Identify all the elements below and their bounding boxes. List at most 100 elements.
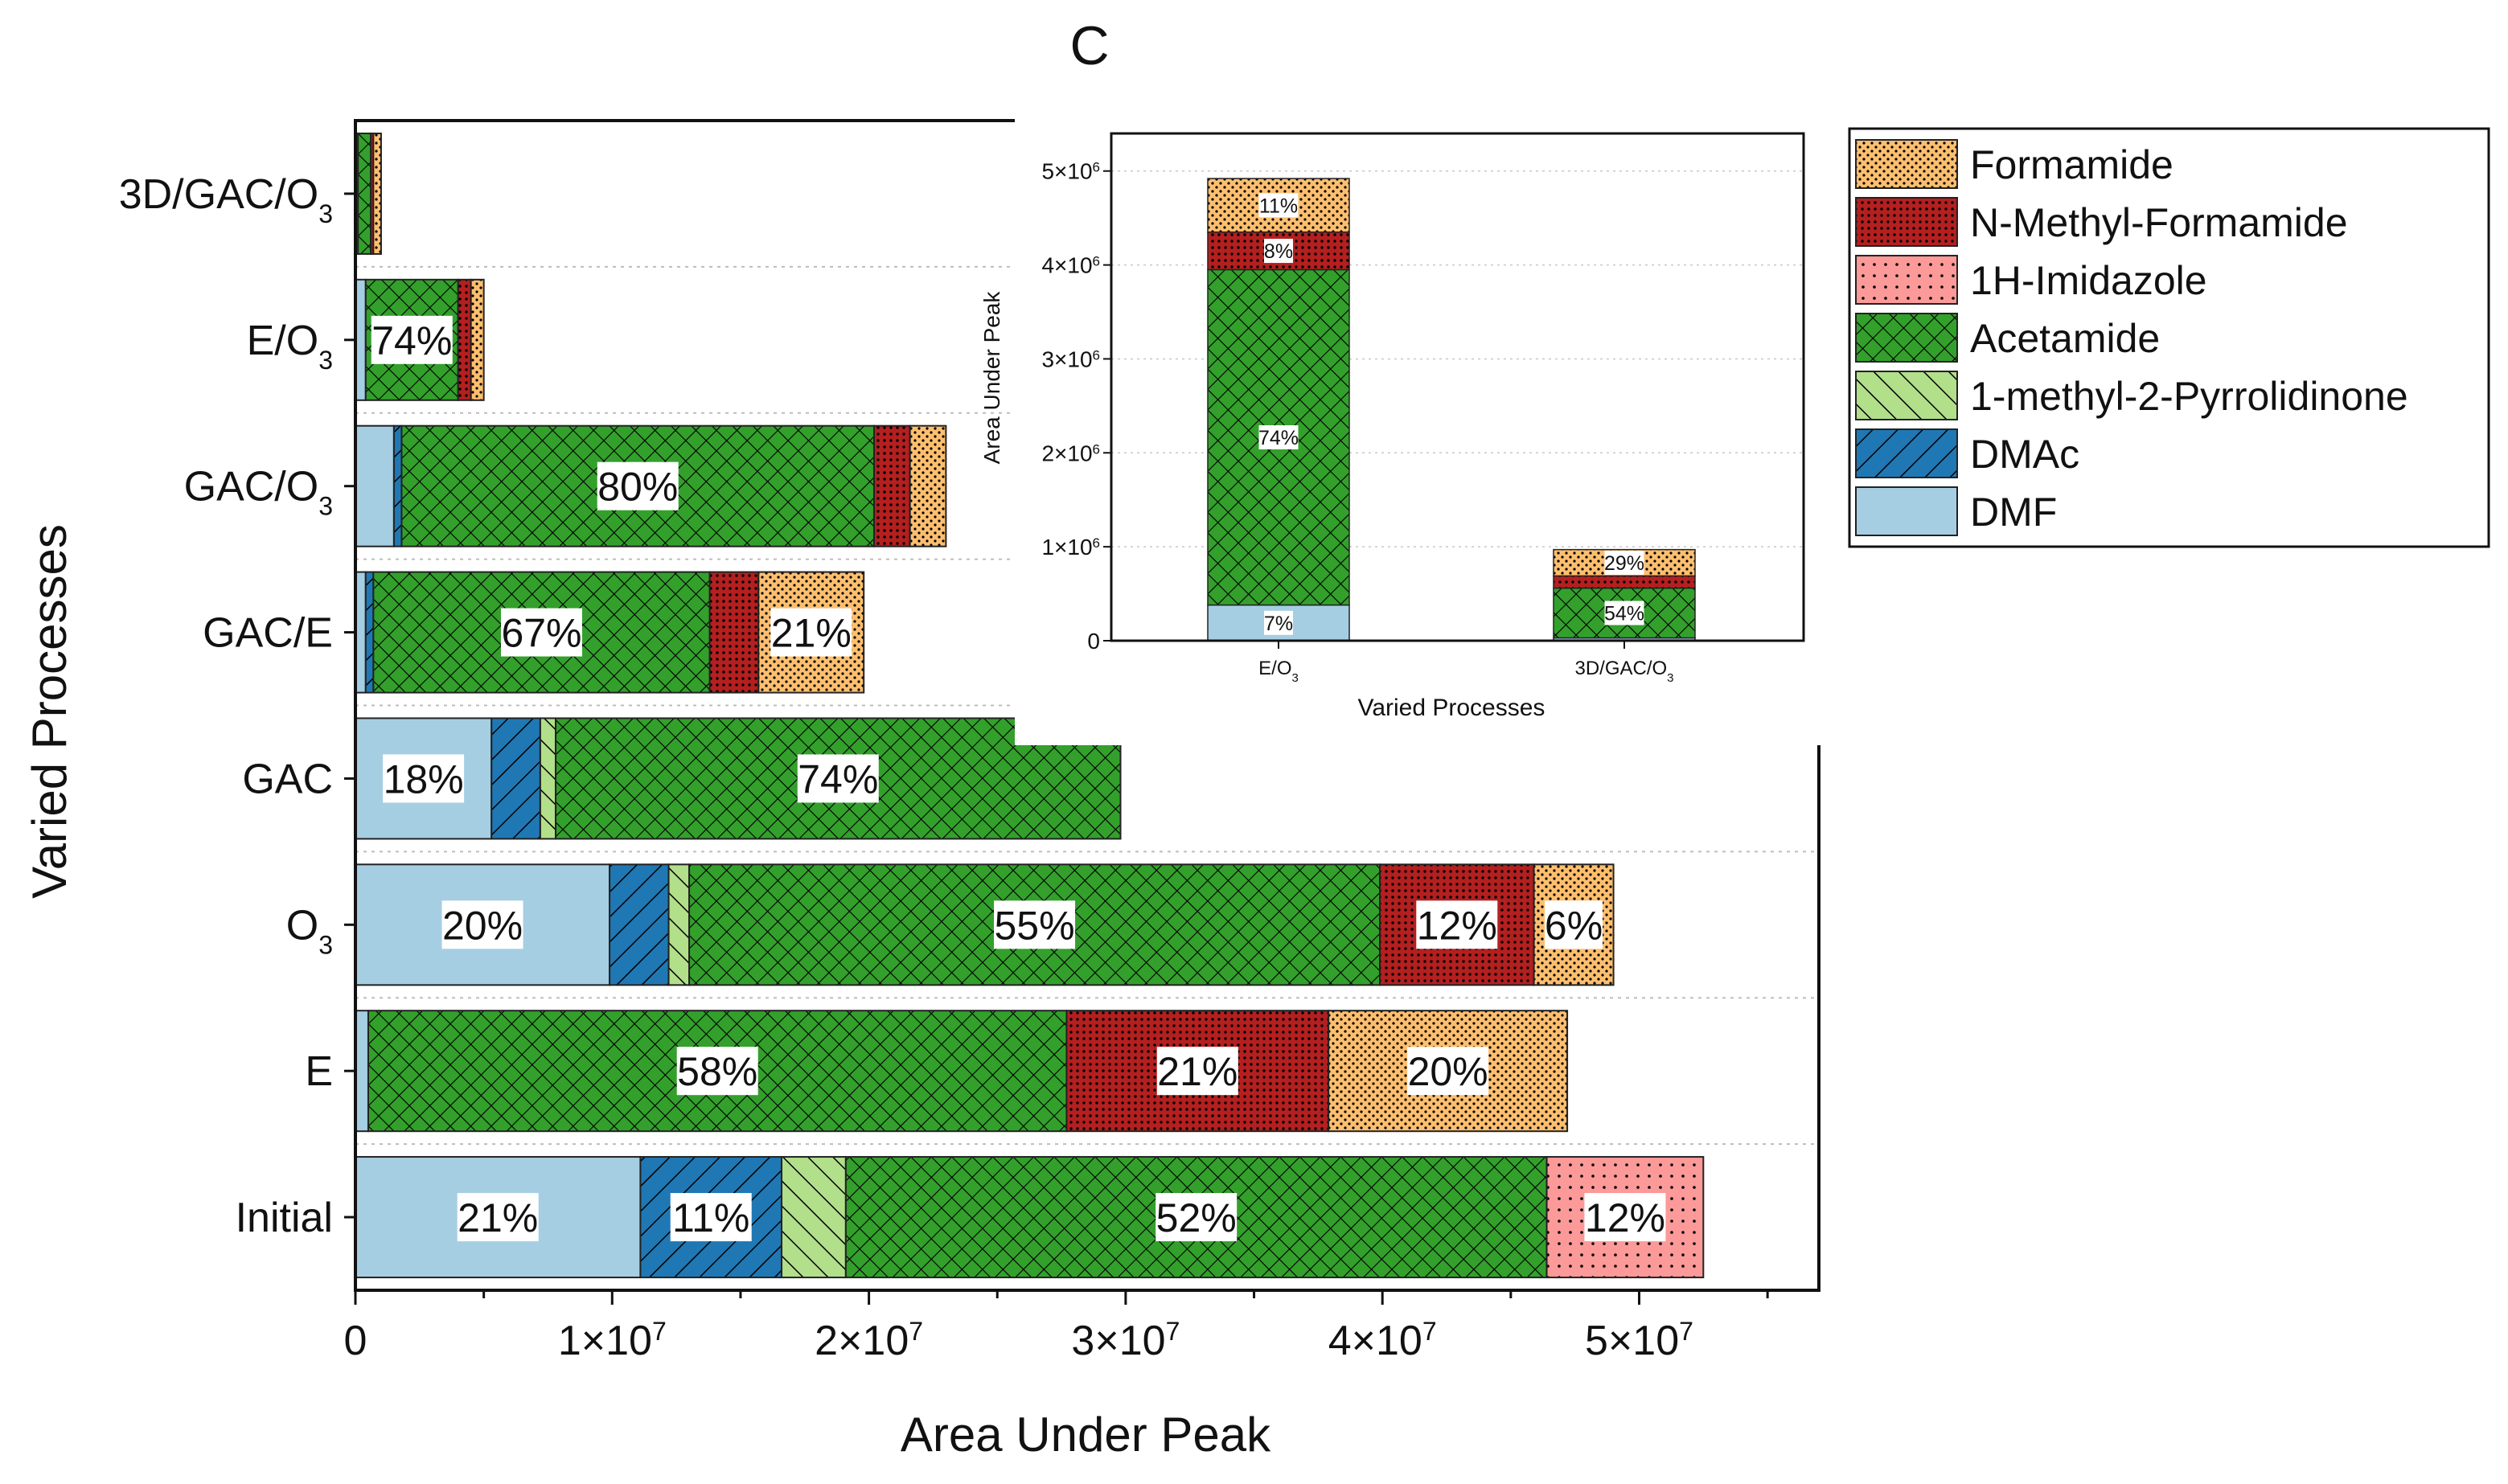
x-tick-label: 3×107 bbox=[1071, 1317, 1180, 1364]
data-label-bg bbox=[371, 315, 453, 364]
data-label: 74% bbox=[371, 318, 452, 363]
legend-entry-formamide: Formamide bbox=[1855, 139, 2173, 189]
data-label: 20% bbox=[442, 903, 523, 948]
bar-dmac-3 bbox=[491, 717, 541, 840]
data-label: 12% bbox=[1417, 903, 1497, 948]
inset-x-tick-label: E/O3 bbox=[1258, 658, 1299, 685]
data-label: 58% bbox=[677, 1049, 757, 1094]
legend-entry-1h-imidazole: 1H-Imidazole bbox=[1855, 255, 2207, 305]
inset-x-tick-label: 3D/GAC/O3 bbox=[1574, 658, 1673, 685]
bar-formamide-6 bbox=[470, 278, 485, 401]
bar-dmac-4 bbox=[364, 571, 375, 694]
data-label-bg bbox=[1584, 1193, 1666, 1242]
inset-y-tick-label: 5×106 bbox=[1041, 159, 1100, 184]
data-label: 21% bbox=[458, 1195, 538, 1240]
legend-label: DMAc bbox=[1970, 432, 2079, 477]
legend-entry-dmf: DMF bbox=[1855, 486, 2057, 536]
legend-label: Formamide bbox=[1970, 142, 2173, 187]
y-axis-label: Varied Processes bbox=[23, 524, 76, 899]
data-label-bg bbox=[441, 900, 523, 949]
inset-data-label-bg bbox=[1604, 551, 1644, 576]
bar-acetamide-7 bbox=[357, 132, 372, 255]
legend-entry-1-methyl-2-pyrrolidinone: 1-methyl-2-Pyrrolidinone bbox=[1855, 371, 2408, 420]
inset-data-label: 29% bbox=[1604, 552, 1644, 575]
data-label: 74% bbox=[798, 756, 878, 801]
y-tick-label: O3 bbox=[286, 902, 333, 959]
bar-1-methyl-2-pyrrolidinone-3 bbox=[539, 717, 557, 840]
x-axis-label: Area Under Peak bbox=[901, 1408, 1271, 1461]
inset-data-label: 7% bbox=[1264, 613, 1293, 635]
legend-label: Acetamide bbox=[1970, 316, 2160, 361]
inset-y-tick-label: 4×106 bbox=[1041, 253, 1100, 278]
bar-acetamide-2 bbox=[688, 863, 1381, 986]
bar-dmf-5 bbox=[355, 424, 395, 547]
data-label-bg bbox=[994, 900, 1076, 949]
inset-bar-n-methyl-formamide-1 bbox=[1553, 575, 1696, 589]
bar-n-methyl-formamide-4 bbox=[708, 571, 760, 694]
data-label-bg bbox=[457, 1193, 539, 1242]
bar-dmf-1 bbox=[355, 1010, 369, 1133]
x-tick-label: 4×107 bbox=[1328, 1317, 1437, 1364]
legend-label: 1-methyl-2-Pyrrolidinone bbox=[1970, 374, 2408, 419]
x-tick-label: 5×107 bbox=[1585, 1317, 1693, 1364]
data-label: 12% bbox=[1585, 1195, 1665, 1240]
y-tick-label: E bbox=[305, 1048, 333, 1095]
x-tick-label: 2×107 bbox=[815, 1317, 923, 1364]
inset-y-axis-label: Area Under Peak bbox=[979, 291, 1004, 465]
bar-acetamide-4 bbox=[372, 571, 711, 694]
legend-label: DMF bbox=[1970, 490, 2057, 535]
data-label-bg bbox=[676, 1047, 758, 1096]
data-label: 21% bbox=[1157, 1049, 1238, 1094]
legend-swatch bbox=[1856, 487, 1957, 535]
data-label-bg bbox=[383, 754, 465, 803]
data-label-bg bbox=[797, 754, 879, 803]
data-label-bg bbox=[1416, 900, 1498, 949]
x-tick-label: 0 bbox=[344, 1318, 367, 1364]
inset-frame bbox=[1110, 132, 1805, 642]
inset-data-label-bg bbox=[1604, 601, 1644, 625]
inset-data-label: 11% bbox=[1259, 195, 1298, 217]
y-tick-label: 3D/GAC/O3 bbox=[119, 171, 333, 228]
data-label: 11% bbox=[672, 1195, 749, 1240]
inset-y-tick-label: 0 bbox=[1087, 629, 1100, 654]
data-label-bg bbox=[597, 461, 679, 510]
bar-n-methyl-formamide-5 bbox=[872, 424, 911, 547]
legend: Formamide N-Methyl-Formamide 1H-Imidazole A… bbox=[1848, 127, 2490, 548]
inset-background bbox=[1015, 117, 1828, 745]
inset-data-label: 54% bbox=[1604, 603, 1644, 625]
y-tick-label: E/O3 bbox=[247, 318, 333, 375]
data-label-bg bbox=[770, 608, 852, 657]
inset-data-label-bg bbox=[1264, 239, 1293, 264]
legend-label: 1H-Imidazole bbox=[1970, 258, 2207, 303]
x-tick-label: 1×107 bbox=[558, 1317, 667, 1364]
bar-acetamide-3 bbox=[555, 717, 1122, 840]
data-label: 55% bbox=[995, 903, 1075, 948]
data-label: 67% bbox=[501, 611, 581, 656]
data-label: 21% bbox=[771, 611, 852, 656]
inset-data-label: 8% bbox=[1264, 240, 1293, 263]
data-label-bg bbox=[500, 608, 582, 657]
y-tick-label: GAC/E bbox=[203, 610, 333, 657]
data-label-bg bbox=[670, 1193, 752, 1242]
inset-data-label-bg bbox=[1258, 425, 1299, 450]
bar-n-methyl-formamide-6 bbox=[457, 278, 472, 401]
data-label: 6% bbox=[1545, 903, 1603, 948]
data-label: 18% bbox=[384, 756, 464, 801]
main-plot-area: 21% 11% 52% 12% Initial 58% 21% 20% E 20% 55% 12% 6%… bbox=[119, 119, 1820, 1364]
bar-1-methyl-2-pyrrolidinone-2 bbox=[667, 863, 691, 986]
inset-y-tick-label: 2×106 bbox=[1041, 441, 1100, 465]
y-tick-label: GAC/O3 bbox=[184, 464, 333, 521]
bar-1-methyl-2-pyrrolidinone-0 bbox=[781, 1156, 847, 1279]
data-label-bg bbox=[1407, 1047, 1489, 1096]
y-tick-label: Initial bbox=[236, 1195, 333, 1241]
bar-formamide-7 bbox=[372, 132, 382, 255]
inset-bar-acetamide-1 bbox=[1553, 587, 1696, 639]
y-tick-label: GAC bbox=[242, 756, 333, 802]
legend-entry-n-methyl-formamide: N-Methyl-Formamide bbox=[1855, 197, 2348, 247]
data-label: 52% bbox=[1156, 1195, 1237, 1240]
bar-formamide-5 bbox=[909, 424, 947, 547]
inset-chart: 0 1×106 2×106 3×106 4×106 5×106 7% 74% 8% 11% E/O3… bbox=[1015, 117, 1828, 745]
inset-data-label-bg bbox=[1264, 610, 1293, 635]
bar-dmac-2 bbox=[609, 863, 670, 986]
